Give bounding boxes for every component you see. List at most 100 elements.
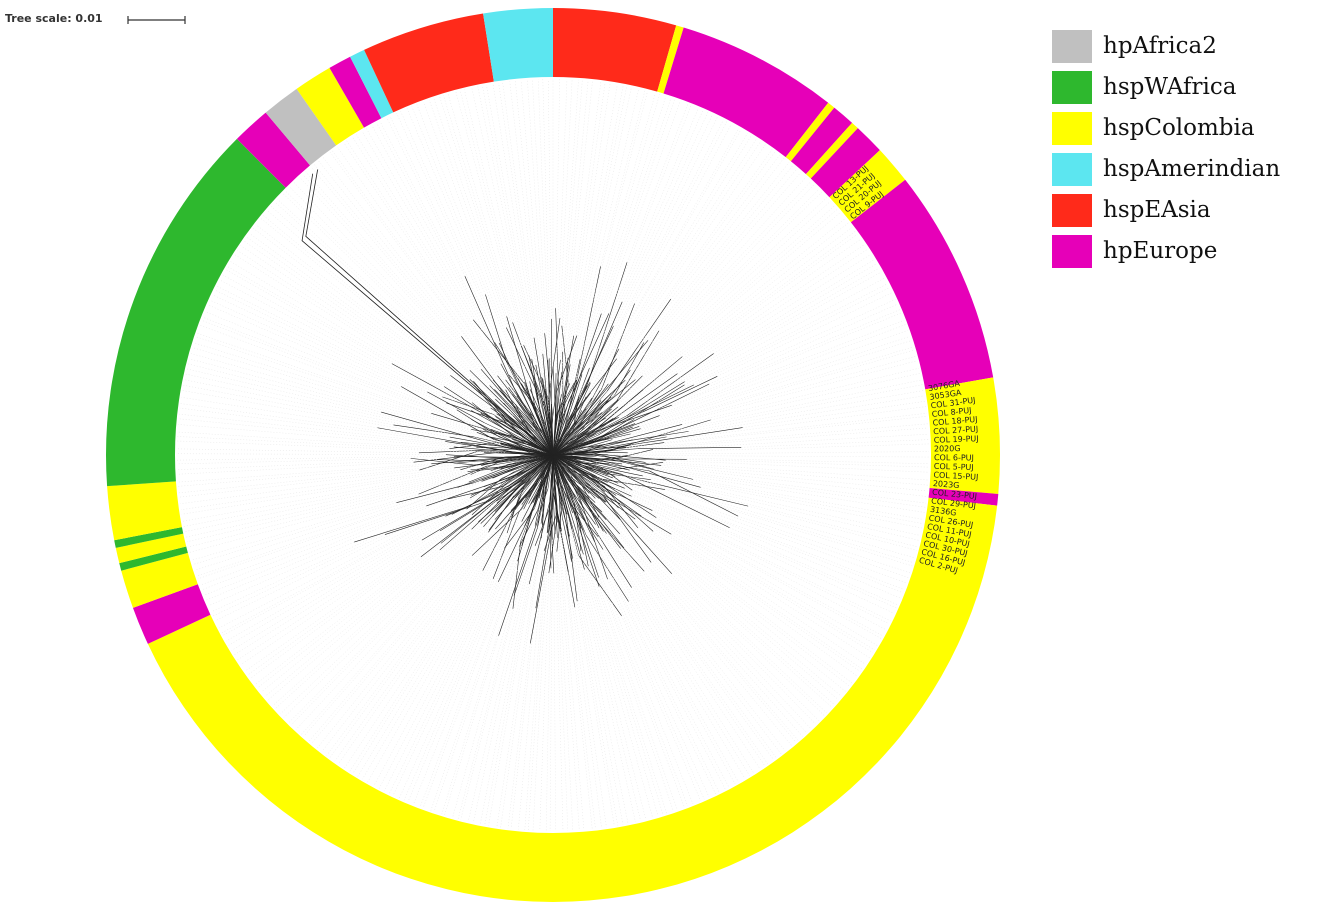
branch-stem [552, 434, 573, 456]
tip-guide [548, 79, 552, 320]
branch [528, 481, 542, 504]
branch [576, 415, 602, 440]
branch [576, 506, 604, 550]
branch [555, 502, 558, 538]
tip-guide [486, 84, 545, 405]
tip-guide [488, 523, 542, 826]
branch-stem [512, 448, 554, 456]
tip-guide [455, 91, 524, 346]
tip-guide [200, 481, 482, 586]
tip-guide [604, 491, 861, 672]
tip-guide [580, 528, 688, 807]
branch-stem [551, 454, 554, 527]
branch-stem [527, 454, 554, 482]
branch [533, 337, 549, 423]
branch [576, 457, 630, 471]
tip-guide [677, 248, 868, 374]
tip-guide [321, 528, 496, 752]
branch-stem [552, 444, 559, 456]
tip-guide [729, 527, 901, 599]
branch-stem [521, 454, 554, 509]
branch [567, 461, 597, 477]
branch [574, 451, 628, 454]
tip-guide [379, 121, 495, 343]
tip-guide [594, 502, 803, 737]
tip-guide [423, 101, 507, 328]
branch [354, 506, 469, 543]
tip-guide [181, 469, 461, 515]
tip-guide [589, 244, 865, 431]
branch [586, 262, 628, 388]
tip-guide [572, 558, 624, 825]
tip-guide [620, 548, 774, 760]
tip-guide [581, 101, 681, 375]
clade-band [483, 8, 553, 82]
tip-guide [578, 110, 704, 396]
branch [506, 327, 540, 397]
branch-stem [494, 439, 554, 456]
tip-guide [500, 538, 542, 828]
tip-guide [225, 269, 392, 364]
tip-guide [392, 521, 522, 796]
tip-guide [637, 527, 839, 700]
branch [590, 379, 636, 417]
tip-guide [389, 116, 500, 344]
tip-guide [492, 83, 535, 338]
tip-guide [183, 385, 394, 426]
tip-guide [180, 465, 482, 510]
tip-guide [621, 474, 915, 559]
legend-label: hpAfrica2 [1103, 33, 1217, 59]
tip-guide [386, 117, 466, 277]
tip-guide [742, 401, 926, 428]
tip-guide [590, 486, 842, 697]
branch [592, 419, 635, 444]
tip-guide [598, 197, 828, 412]
tip-guide [591, 144, 766, 399]
tip-guide [367, 496, 530, 783]
tip-guide [600, 90, 646, 267]
legend-swatch [1052, 112, 1092, 145]
branch [513, 527, 538, 596]
branch [419, 450, 479, 471]
branch [496, 413, 540, 442]
tip-guide [692, 479, 924, 520]
tip-guide [642, 205, 835, 377]
branch [535, 507, 553, 609]
tip-guide [208, 541, 355, 607]
tip-guide [642, 475, 920, 541]
tip-guide [180, 403, 462, 443]
tip-guide [626, 416, 928, 448]
branch-stem [509, 454, 554, 467]
tip-guide [559, 79, 573, 319]
branch [512, 394, 537, 430]
branch-stem [552, 454, 558, 512]
tip-guide [647, 165, 794, 341]
tip-guide [609, 463, 925, 513]
tip-guide [416, 104, 525, 383]
tip-guide [301, 519, 496, 735]
tip-guide [594, 541, 716, 795]
tip-guide [515, 80, 544, 354]
tip-guide [579, 93, 656, 359]
tip-guide [477, 86, 541, 394]
clade-band [132, 584, 211, 644]
tip-guide [346, 140, 509, 388]
tip-guide [389, 578, 494, 794]
tip-guide [329, 512, 511, 758]
tip-guide [187, 474, 471, 542]
tip-guide [553, 573, 556, 831]
tip-guide [616, 495, 870, 659]
tip-guide [371, 125, 510, 376]
tip-guide [322, 157, 462, 337]
branch [426, 472, 523, 507]
tip-guide [608, 474, 907, 584]
branch-stem [552, 444, 567, 456]
clade-band [663, 27, 829, 158]
tip-guide [670, 154, 780, 300]
tip-guide [604, 486, 873, 653]
tip-guide [406, 108, 486, 295]
branch [561, 374, 583, 439]
branch [604, 498, 673, 574]
tip-guide [343, 142, 513, 395]
branch [619, 460, 694, 480]
